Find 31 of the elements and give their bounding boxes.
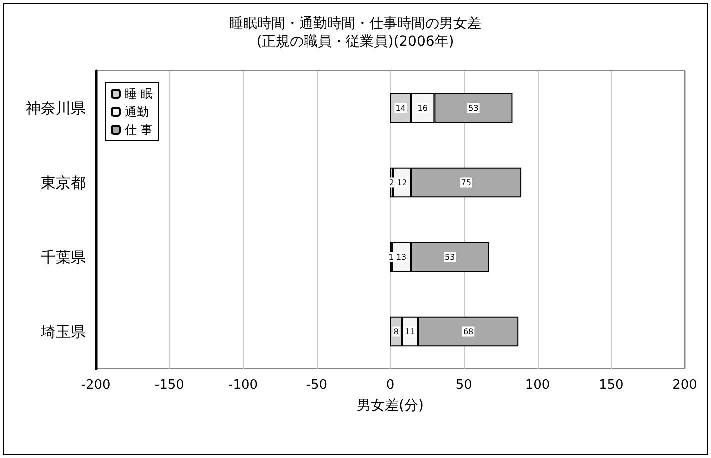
x-tick-label: -150 [154,378,184,393]
y-tick-label: 東京都 [41,174,86,192]
y-tick-label: 神奈川県 [26,99,86,118]
chart-subtitle: (正規の職員・従業員)(2006年) [256,34,454,50]
data-label: 13 [396,252,407,262]
data-label: 14 [396,104,406,113]
chart-title: 睡眠時間・通勤時間・仕事時間の男女差 [230,16,482,32]
data-label: 2 [389,178,395,188]
data-label: 53 [468,104,479,113]
data-label: 11 [405,327,416,336]
data-label: 68 [463,327,474,336]
data-label: 1 [388,252,394,262]
data-label: 8 [394,327,399,336]
x-tick-label: 200 [672,378,698,393]
data-label: 16 [418,104,428,113]
legend-label: 通勤 [125,105,149,119]
legend-label: 睡 眠 [125,87,153,101]
legend-label: 仕 事 [124,123,153,137]
x-tick-label: 100 [525,378,550,393]
x-tick-label: -200 [81,378,111,393]
y-tick-label: 千葉県 [41,248,86,266]
x-tick-label: 50 [456,378,472,393]
data-label: 75 [461,178,472,188]
y-tick-label: 埼玉県 [40,322,86,341]
data-label: 53 [445,252,456,262]
x-axis-title: 男女差(分) [357,398,424,414]
data-label: 12 [397,178,408,188]
x-tick-label: 0 [386,378,395,393]
x-tick-label: 150 [598,378,624,393]
x-tick-label: -50 [306,378,328,393]
x-tick-label: -100 [228,378,258,393]
